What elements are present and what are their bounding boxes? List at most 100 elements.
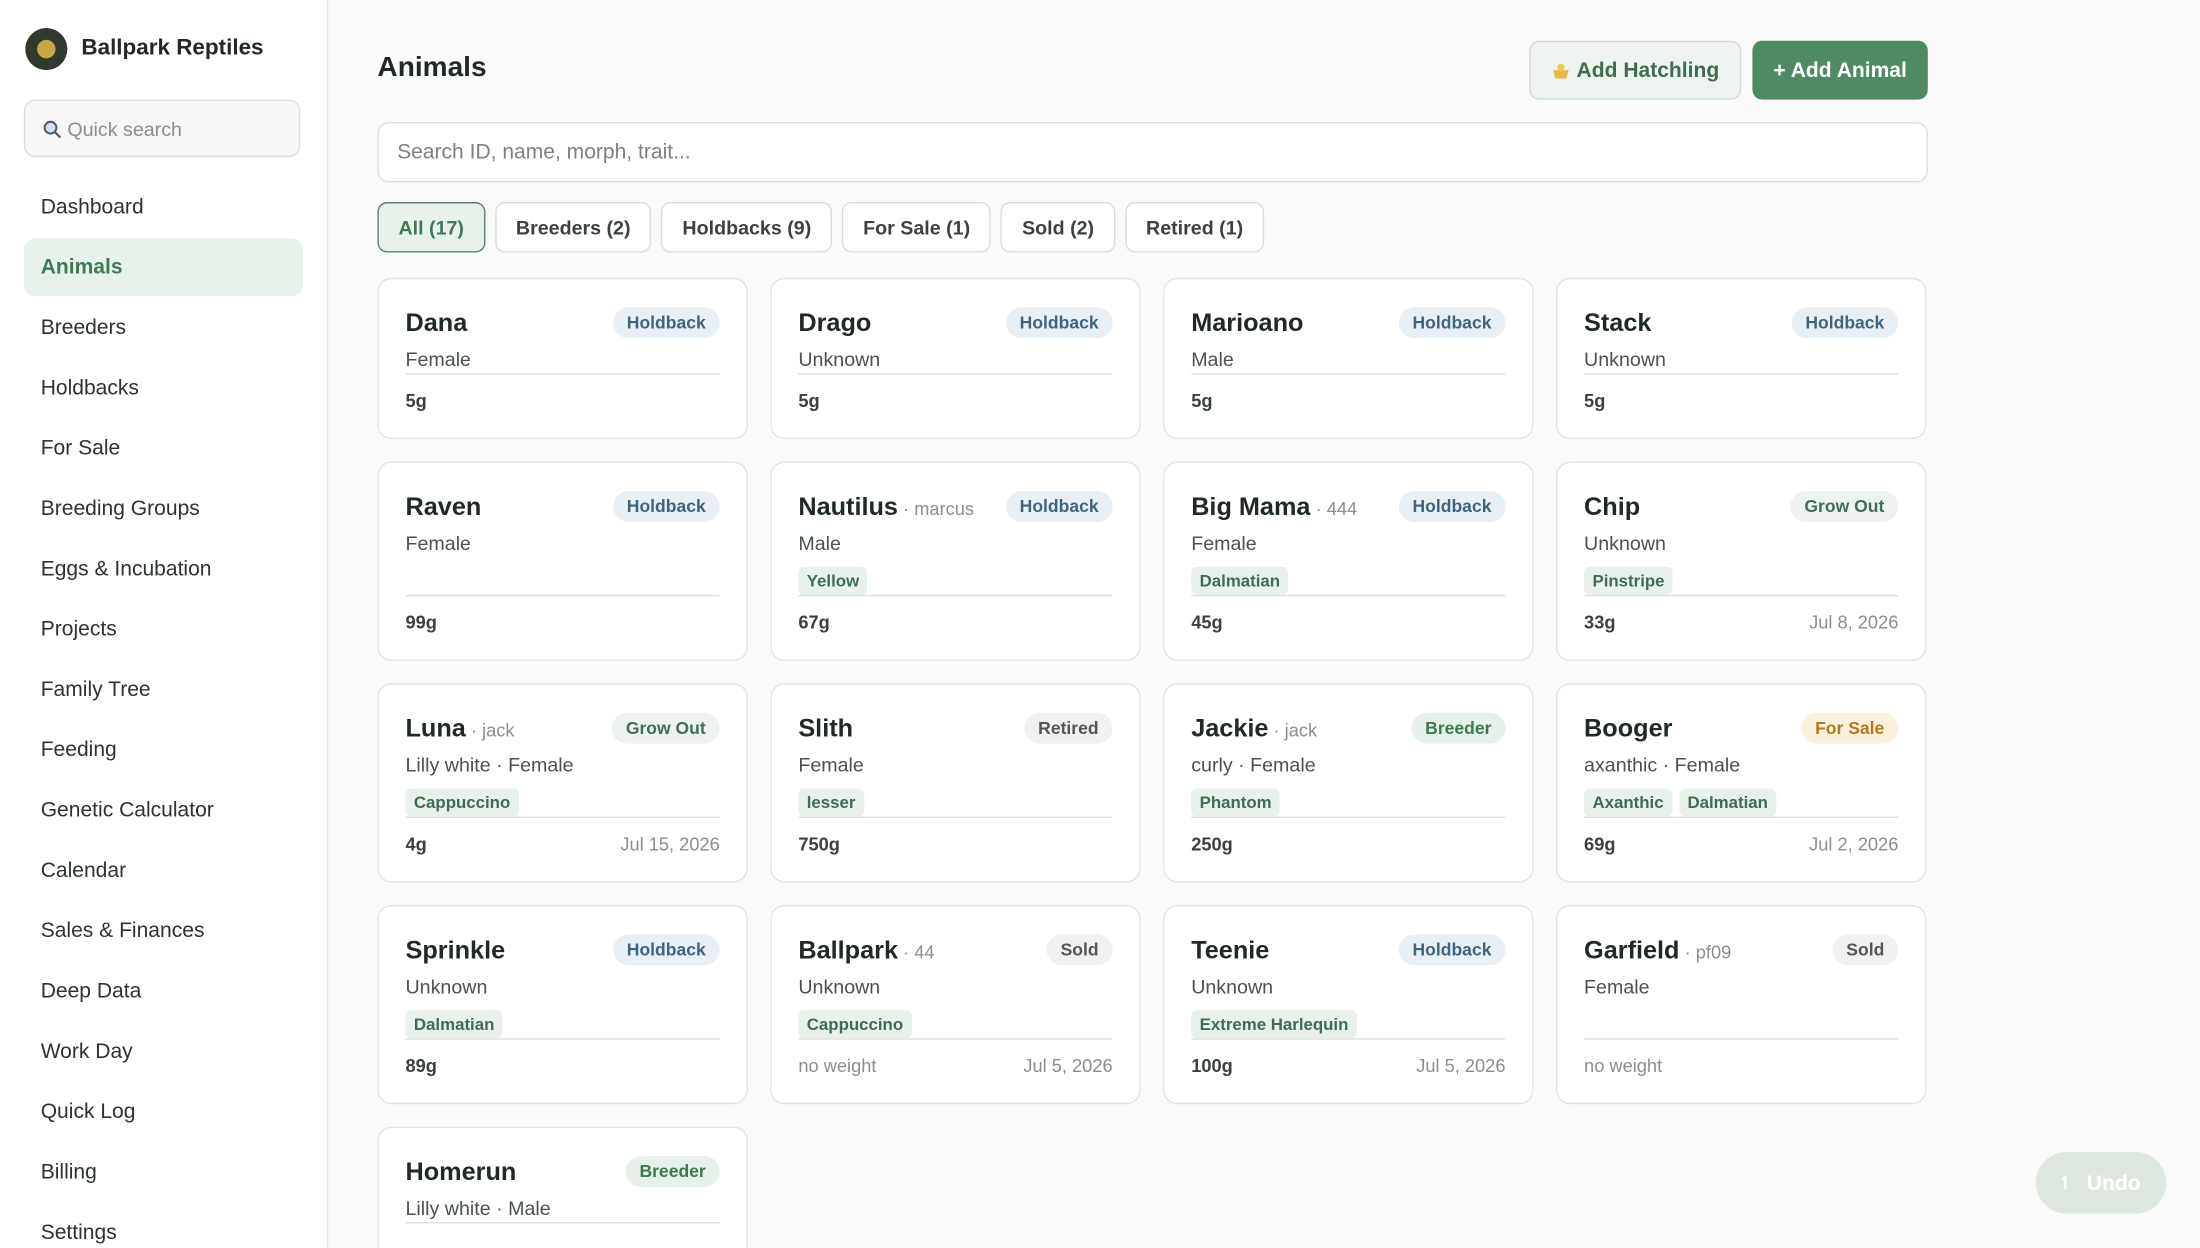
- animal-id: marcus: [898, 497, 974, 518]
- page-title: Animals: [377, 51, 487, 83]
- animal-subtitle: Unknown: [798, 975, 881, 998]
- nav-item[interactable]: Settings: [40, 1220, 117, 1245]
- animal-card[interactable]: Ballpark44SoldUnknownCappuccinono weight…: [770, 904, 1141, 1105]
- morph-tag: Yellow: [798, 566, 868, 595]
- tag-list: lesser: [798, 788, 1112, 817]
- weight: 4g: [405, 833, 427, 855]
- animal-subtitle: Unknown: [1191, 975, 1274, 998]
- add-hatchling-button[interactable]: Add Hatchling: [1529, 40, 1742, 100]
- card-header: Dana Holdback: [405, 306, 720, 340]
- card-footer: 5g: [1191, 373, 1506, 412]
- nav-item[interactable]: Genetic Calculator: [40, 798, 214, 823]
- card-footer: 89g: [405, 1038, 720, 1077]
- animal-card[interactable]: Booger For Sale axanthic · Female Axanthic D…: [1555, 683, 1927, 883]
- animal-subtitle: Lilly white · Male: [405, 1196, 551, 1220]
- animal-name: Raven: [405, 491, 482, 520]
- animal-card[interactable]: Stack Holdback Unknown 5g: [1555, 277, 1927, 440]
- status-badge: Grow Out: [1790, 491, 1899, 522]
- card-header: Ballpark44 Sold: [798, 933, 1113, 967]
- animal-subtitle: axanthic · Female: [1584, 753, 1741, 776]
- animal-name-row: Drago: [798, 308, 871, 337]
- nav-item[interactable]: Deep Data: [40, 979, 142, 1004]
- animal-subtitle: Unknown: [1584, 531, 1666, 555]
- morph-tag: Dalmatian: [1679, 788, 1777, 817]
- animal-name-row: Booger: [1584, 713, 1672, 742]
- quick-search[interactable]: Quick search: [23, 99, 301, 158]
- animal-name: Garfield: [1584, 935, 1680, 964]
- filter-tab[interactable]: All (17): [377, 202, 486, 253]
- animal-name: Slith: [798, 713, 854, 742]
- tag-list: Axanthic Dalmatian: [1584, 788, 1898, 817]
- animal-card[interactable]: Chip Grow Out Unknown Pinstripe 33g Jul 8, 20…: [1555, 461, 1927, 661]
- animal-card[interactable]: Teenie Holdback Unknown Extreme Harlequin 10…: [1163, 904, 1534, 1105]
- tag-list: Extreme Harlequin: [1191, 1010, 1505, 1039]
- animal-card[interactable]: Raven Holdback Female 99g: [377, 461, 748, 661]
- animal-name-row: Chip: [1584, 492, 1640, 521]
- weight: no weight: [1584, 1055, 1663, 1077]
- tag-list: Phantom: [1191, 788, 1505, 817]
- animal-card[interactable]: Nautilusmarcus Holdback Male Yellow 67g: [770, 461, 1141, 661]
- animal-subtitle: Lilly white · Female: [405, 753, 574, 776]
- animal-subtitle: Unknown: [798, 347, 881, 371]
- animal-card[interactable]: Drago Holdback Unknown 5g: [770, 277, 1141, 440]
- search-input[interactable]: Search ID, name, morph, trait...: [377, 122, 1928, 183]
- animal-name: Stack: [1584, 307, 1652, 337]
- card-footer: 69g Jul 2, 2026: [1584, 816, 1899, 856]
- animal-card[interactable]: Homerun Breeder Lilly white · Male: [377, 1126, 748, 1248]
- animal-card[interactable]: Lunajack Grow Out Lilly white · Female Capp…: [377, 683, 748, 883]
- card-footer: 33g Jul 8, 2026: [1584, 594, 1899, 634]
- nav-item[interactable]: Breeding Groups: [40, 496, 200, 521]
- nav-item[interactable]: Feeding: [40, 738, 117, 762]
- filter-tab[interactable]: Holdbacks (9): [661, 202, 833, 253]
- button-label: Add Hatchling: [1576, 58, 1720, 83]
- nav-item[interactable]: Animals: [23, 238, 304, 297]
- filter-tab[interactable]: Retired (1): [1124, 202, 1265, 253]
- card-footer: 750g: [798, 816, 1113, 856]
- animal-name: Chip: [1584, 491, 1641, 520]
- nav-item[interactable]: Work Day: [40, 1039, 133, 1064]
- animal-card[interactable]: Dana Holdback Female 5g: [377, 277, 748, 440]
- status-badge: Holdback: [1791, 307, 1899, 339]
- nav-item[interactable]: Projects: [40, 617, 117, 642]
- animal-subtitle: Female: [405, 347, 471, 371]
- nav-item[interactable]: Eggs & Incubation: [40, 557, 212, 581]
- card-header: Sprinkle Holdback: [405, 933, 720, 967]
- card-header: Chip Grow Out: [1584, 490, 1899, 524]
- weight: 45g: [1191, 611, 1223, 633]
- animal-subtitle: Female: [405, 531, 471, 555]
- status-badge: Breeder: [1411, 712, 1506, 744]
- nav-item[interactable]: Holdbacks: [40, 376, 139, 400]
- status-badge: Holdback: [1005, 491, 1113, 522]
- animal-card[interactable]: Marioano Holdback Male 5g: [1163, 277, 1534, 440]
- animal-subtitle: Male: [1191, 347, 1234, 371]
- nav-item[interactable]: Calendar: [40, 858, 127, 883]
- weight: 100g: [1191, 1055, 1233, 1077]
- animal-card[interactable]: Big Mama444 Holdback Female Dalmatian 45g: [1163, 461, 1534, 661]
- filter-tab[interactable]: For Sale (1): [842, 202, 992, 253]
- undo-button[interactable]: Undo: [2035, 1151, 2167, 1214]
- card-header: Slith Retired: [798, 711, 1113, 745]
- card-footer: 67g: [798, 594, 1113, 634]
- weight: 250g: [1191, 833, 1233, 855]
- animal-card[interactable]: Garfieldpf09 Sold Female no weight: [1555, 904, 1927, 1105]
- animal-name-row: Homerun: [405, 1157, 516, 1186]
- animal-card[interactable]: Jackiejack Breeder curly · Female Phantom 25…: [1163, 683, 1534, 883]
- add-animal-button[interactable]: + Add Animal: [1752, 40, 1928, 100]
- animal-name-row: Slith: [798, 713, 853, 742]
- nav-item[interactable]: Breeders: [40, 315, 127, 340]
- nav: Dashboard Animals Breeders Holdbacks For Sal…: [23, 178, 304, 1248]
- animal-card[interactable]: Slith Retired Female lesser 750g: [770, 683, 1141, 883]
- nav-item[interactable]: Sales & Finances: [40, 919, 205, 943]
- nav-item[interactable]: For Sale: [40, 436, 121, 461]
- weight: 67g: [798, 611, 830, 633]
- filter-tab[interactable]: Breeders (2): [494, 202, 652, 253]
- logo: [25, 28, 68, 71]
- animal-card[interactable]: Sprinkle Holdback Unknown Dalmatian 89g: [377, 904, 748, 1105]
- nav-item[interactable]: Quick Log: [40, 1099, 136, 1124]
- card-footer: 5g: [798, 373, 1113, 412]
- nav-item[interactable]: Dashboard: [40, 195, 144, 219]
- weight: 5g: [1191, 390, 1213, 412]
- nav-item[interactable]: Family Tree: [40, 677, 151, 702]
- nav-item[interactable]: Billing: [40, 1160, 97, 1185]
- filter-tab[interactable]: Sold (2): [1001, 202, 1116, 253]
